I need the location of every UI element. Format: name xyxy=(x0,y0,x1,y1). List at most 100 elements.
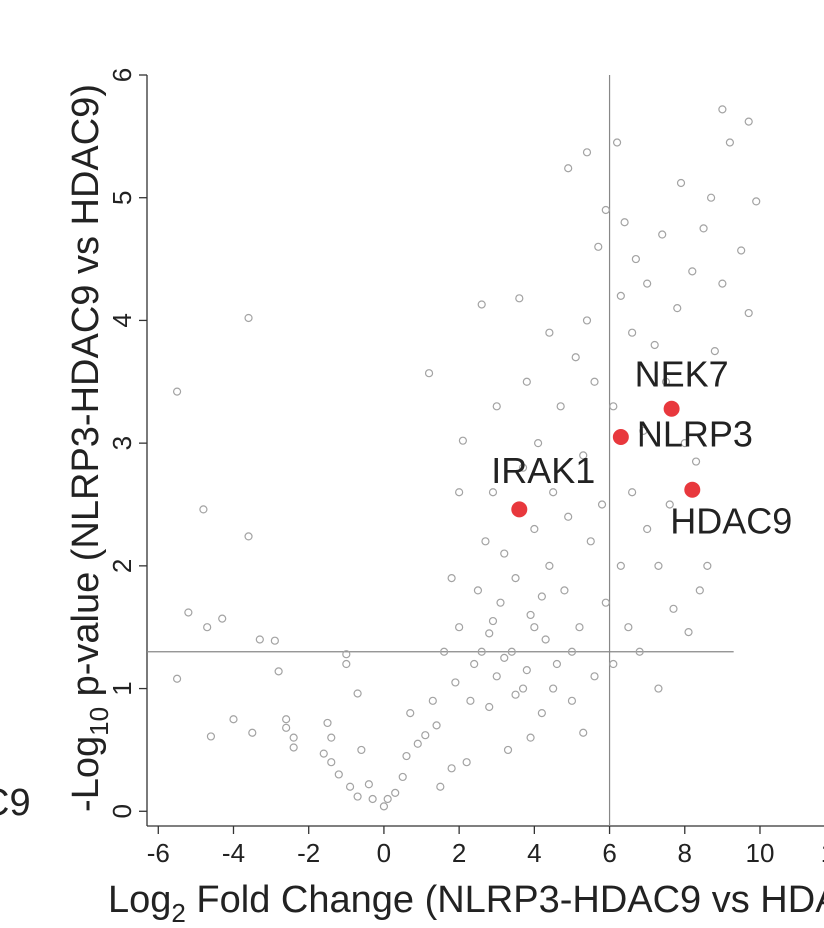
y-axis-label-sub: 10 xyxy=(84,707,114,736)
point xyxy=(455,488,464,497)
x-axis-label-part: Log xyxy=(108,879,171,921)
point xyxy=(545,328,554,337)
point xyxy=(402,751,411,761)
point xyxy=(725,138,734,147)
y-tick-label: 3 xyxy=(107,436,137,450)
point xyxy=(703,561,712,570)
point xyxy=(526,733,535,742)
point xyxy=(282,723,291,732)
point xyxy=(206,732,216,741)
point xyxy=(199,505,208,514)
point xyxy=(413,739,422,748)
point xyxy=(654,684,663,693)
point xyxy=(424,369,434,378)
point xyxy=(590,672,599,681)
point xyxy=(323,718,332,728)
point xyxy=(432,721,441,730)
x-tick-label: 8 xyxy=(678,838,692,868)
point xyxy=(691,457,701,466)
point xyxy=(560,586,569,595)
x-tick-label: -4 xyxy=(222,838,245,868)
x-axis-label-part: Fold Change (NLRP3-HDAC9 vs HDAC9) xyxy=(186,879,824,921)
point xyxy=(500,653,509,662)
point xyxy=(706,193,716,202)
point xyxy=(485,629,494,638)
point xyxy=(526,610,535,620)
point xyxy=(184,608,193,617)
point xyxy=(327,758,336,767)
point xyxy=(488,488,498,497)
point xyxy=(345,782,355,791)
point xyxy=(695,586,704,595)
x-tick-label: 6 xyxy=(602,838,616,868)
y-tick-label: 1 xyxy=(107,681,137,695)
point xyxy=(492,402,501,411)
point xyxy=(270,636,279,645)
point xyxy=(522,666,531,675)
point xyxy=(564,512,573,521)
point xyxy=(289,733,298,742)
point xyxy=(556,402,565,411)
point xyxy=(744,117,753,126)
point xyxy=(582,148,592,157)
highlight-label: NLRP3 xyxy=(637,414,753,455)
point xyxy=(639,426,648,435)
point xyxy=(537,592,546,601)
highlight-point xyxy=(684,481,701,498)
point xyxy=(676,178,686,188)
point xyxy=(455,623,464,632)
point xyxy=(534,439,543,448)
point xyxy=(571,353,580,362)
point xyxy=(579,728,588,737)
highlight-point xyxy=(511,501,528,518)
point xyxy=(522,377,531,386)
highlight-label: HDAC9 xyxy=(670,500,792,541)
x-tick-label: 0 xyxy=(377,838,391,868)
point xyxy=(511,574,520,583)
y-tick-label: 2 xyxy=(107,559,137,573)
highlight-label: IRAK1 xyxy=(491,450,595,491)
point xyxy=(635,647,644,656)
point xyxy=(218,614,227,623)
x-tick-label: -2 xyxy=(297,838,320,868)
x-tick-label: -6 xyxy=(147,838,170,868)
x-tick-label: 12 xyxy=(821,838,824,868)
point xyxy=(594,242,603,251)
point xyxy=(545,561,554,570)
point xyxy=(710,347,719,356)
point xyxy=(485,702,494,712)
point xyxy=(289,743,298,752)
point xyxy=(620,218,629,227)
x-tick-label: 10 xyxy=(746,838,775,868)
point xyxy=(673,304,682,313)
point xyxy=(590,377,599,386)
highlight-point xyxy=(663,400,680,417)
point xyxy=(458,436,467,445)
point xyxy=(477,300,486,309)
point xyxy=(334,770,343,779)
highlight-label: NEK7 xyxy=(635,353,729,394)
point xyxy=(530,623,539,632)
point xyxy=(477,647,486,656)
point xyxy=(274,667,283,676)
x-tick-label: 2 xyxy=(452,838,466,868)
point xyxy=(244,313,253,323)
y-tick-label: 6 xyxy=(107,68,137,82)
point xyxy=(624,623,633,632)
point xyxy=(282,715,291,724)
point xyxy=(466,696,475,705)
point xyxy=(436,782,445,791)
point xyxy=(665,500,674,509)
point xyxy=(718,105,727,114)
point xyxy=(368,794,377,804)
point xyxy=(579,451,588,460)
point xyxy=(462,758,471,767)
point xyxy=(628,488,637,497)
point xyxy=(172,387,182,396)
point xyxy=(481,537,490,546)
point xyxy=(609,402,618,411)
point xyxy=(447,764,456,773)
point xyxy=(530,524,539,534)
point xyxy=(654,561,663,570)
